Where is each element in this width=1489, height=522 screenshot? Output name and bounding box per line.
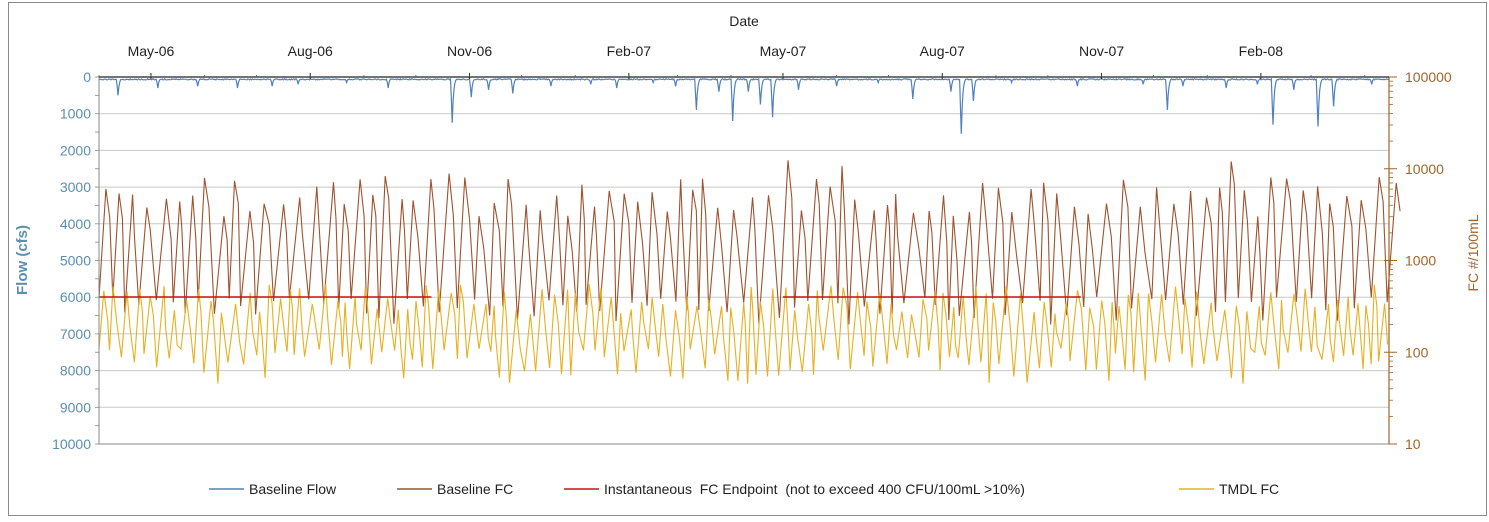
x-tick-label: May-07 [760,43,807,59]
series-baseline-flow [98,77,1390,134]
axes [95,73,1397,445]
y-right-tick-label: 10 [1405,436,1421,452]
series-tmdl-fc [98,284,1389,384]
x-tick-label: Aug-06 [288,43,333,59]
y-left-tick-label: 3000 [60,179,91,195]
y-right-tick-label: 1000 [1405,253,1436,269]
y-left-tick-label: 9000 [60,399,91,415]
y-left-tick-label: 8000 [60,363,91,379]
y-right-tick-label: 100000 [1405,69,1452,85]
x-tick-label: Nov-07 [1079,43,1124,59]
legend-label-baseline-fc: Baseline FC [437,481,513,497]
y-left-tick-label: 1000 [60,106,91,122]
y-right-tick-label: 100 [1405,344,1429,360]
legend: Baseline Flow Baseline FC Instantaneous … [209,481,1279,497]
y-left-tick-label: 4000 [60,216,91,232]
legend-label-tmdl-fc: TMDL FC [1219,481,1279,497]
y-left-tick-label: 10000 [52,436,91,452]
chart-frame: 0 1000 2000 3000 4000 5000 6000 7000 8000 9000 100… [8,2,1487,516]
y-left-tick-label: 2000 [60,142,91,158]
y-right-axis-title: FC #/100mL [1465,214,1481,291]
x-tick-label: Feb-07 [607,43,652,59]
series-layer [98,77,1401,384]
chart-svg: 0 1000 2000 3000 4000 5000 6000 7000 8000 9000 100… [14,13,1481,497]
x-tick-label: Nov-06 [447,43,492,59]
x-tick-label: May-06 [128,43,175,59]
y-left-axis-title: Flow (cfs) [14,225,31,295]
y-left-tick-label: 6000 [60,289,91,305]
x-tick-label: Feb-08 [1239,43,1284,59]
y-left-tick-label: 5000 [60,253,91,269]
x-axis-title: Date [729,13,759,29]
y-left-tick-label: 7000 [60,326,91,342]
y-right-tick-label: 10000 [1405,161,1444,177]
y-left-tick-label: 0 [83,69,91,85]
series-baseline-fc [98,160,1401,325]
x-tick-label: Aug-07 [920,43,965,59]
tick-labels: 0 1000 2000 3000 4000 5000 6000 7000 8000 9000 100… [52,43,1452,452]
legend-label-endpoint: Instantaneous FC Endpoint (not to exceed… [604,481,1025,497]
legend-label-flow: Baseline Flow [249,481,337,497]
